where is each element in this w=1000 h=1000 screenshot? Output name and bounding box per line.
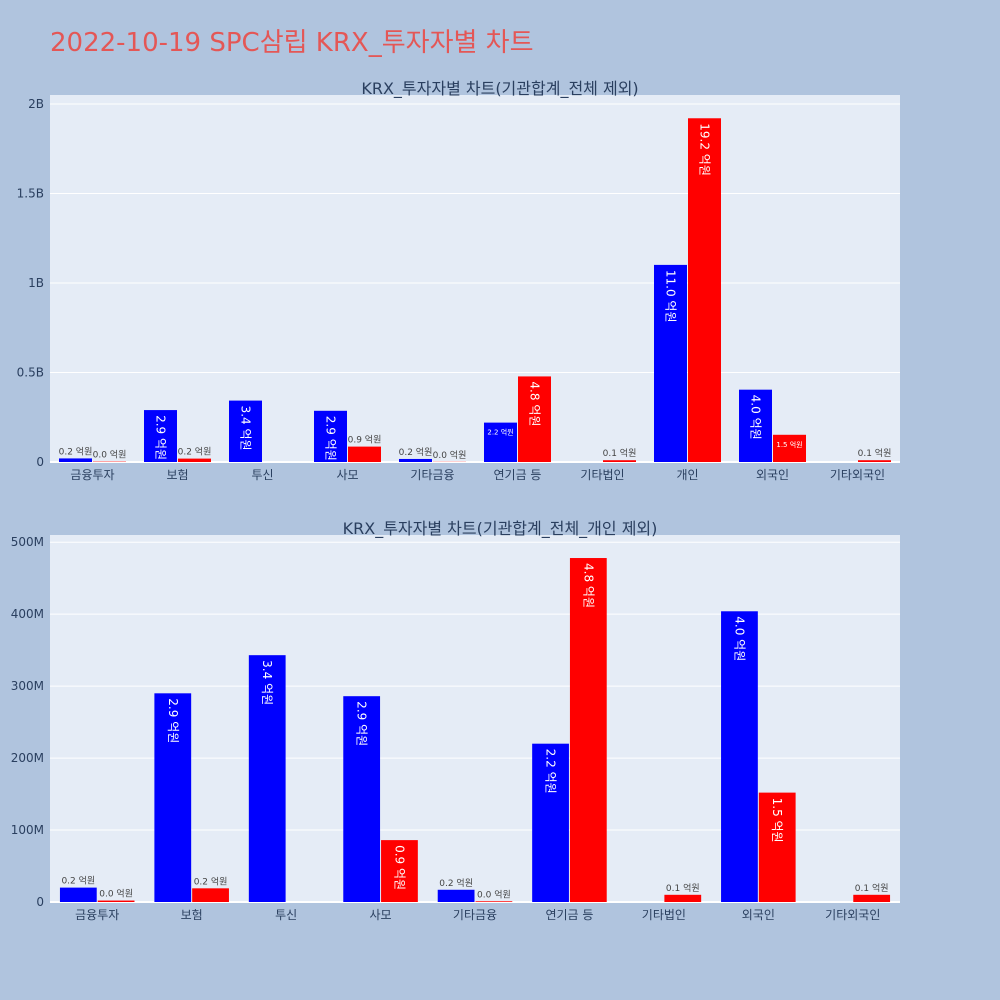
bar <box>518 376 551 462</box>
bar-data-label: 11.0 억원 <box>664 270 678 323</box>
x-tick-label: 기타법인 <box>642 908 686 922</box>
y-tick-label: 1B <box>28 276 44 290</box>
bar <box>654 264 687 462</box>
bar-data-label: 0.1 억원 <box>858 447 892 459</box>
bar <box>314 410 347 462</box>
x-tick-label: 사모 <box>370 908 392 922</box>
x-tick-label: 보험 <box>166 468 188 482</box>
bar-data-label: 2.9 억원 <box>166 698 180 743</box>
bar <box>192 888 229 902</box>
chart-title: KRX_투자자별 차트(기관합계_전체 제외) <box>361 79 638 99</box>
bar-data-label: 0.9 억원 <box>348 434 382 446</box>
bar <box>381 840 418 902</box>
bar-data-label: 1.5 억원 <box>770 798 784 843</box>
bar-data-label: 0.2 억원 <box>399 446 433 458</box>
bar <box>399 458 432 462</box>
y-tick-label: 400M <box>11 607 44 621</box>
bar <box>248 655 286 902</box>
bar <box>721 611 758 902</box>
bar <box>343 696 381 902</box>
bar <box>59 458 92 462</box>
chart-top: 0 0.5B 1B 1.5B 2B KRX_투자자별 차트(기관합계_전체 제외) 금융투자… <box>17 79 900 482</box>
bar <box>475 901 513 902</box>
bar-data-label: 2.9 억원 <box>355 701 369 746</box>
bar-data-label: 1.5 억원 <box>776 440 802 449</box>
x-tick-label: 외국인 <box>756 468 789 482</box>
x-tick-label: 금융투자 <box>70 468 114 482</box>
y-tick-label: 300M <box>11 679 44 693</box>
bar-data-label: 0.2 억원 <box>61 875 95 887</box>
bar-data-label: 0.1 억원 <box>603 447 637 459</box>
x-tick-label: 기타외국인 <box>830 468 885 482</box>
x-tick-label: 개인 <box>676 468 698 482</box>
x-tick-label: 사모 <box>336 468 358 482</box>
y-tick-label: 0.5B <box>17 365 44 379</box>
bar-data-label: 2.9 억원 <box>154 415 168 460</box>
x-tick-label: 투신 <box>251 468 273 482</box>
bar-data-label: 3.4 억원 <box>239 406 253 451</box>
bar <box>484 422 517 462</box>
bar-data-label: 4.8 억원 <box>528 381 542 426</box>
bar <box>532 743 569 902</box>
bar-data-label: 19.2 억원 <box>698 123 712 176</box>
plot-area <box>50 535 900 902</box>
bar-data-label: 0.2 억원 <box>439 877 473 889</box>
x-tick-label: 투신 <box>275 908 297 922</box>
x-tick-label: 보험 <box>181 908 203 922</box>
page-title: 2022-10-19 SPC삼립 KRX_투자자별 차트 <box>50 28 534 58</box>
x-tick-label: 연기금 등 <box>494 468 542 482</box>
bar <box>154 693 192 902</box>
bar-data-label: 0.1 억원 <box>666 882 700 894</box>
bar-data-label: 0.2 억원 <box>59 445 93 457</box>
bar <box>739 389 772 462</box>
bar <box>688 118 721 463</box>
bar-data-label: 2.9 억원 <box>324 416 338 461</box>
bar-data-label: 0.2 억원 <box>178 446 212 458</box>
x-tick-label: 기타법인 <box>580 468 624 482</box>
bar <box>229 400 262 462</box>
bar-data-label: 2.2 억원 <box>487 428 513 437</box>
bar <box>348 446 381 462</box>
y-tick-label: 2B <box>28 97 44 111</box>
bar-data-label: 2.2 억원 <box>544 749 558 794</box>
bar-data-label: 0.0 억원 <box>99 888 133 900</box>
bar <box>758 792 796 902</box>
bar <box>97 900 135 902</box>
x-tick-label: 기타금융 <box>410 468 454 482</box>
bar-data-label: 0.0 억원 <box>433 449 467 461</box>
chart-bottom: 0 100M 200M 300M 400M 500M KRX_투자자별 차트(기관합계_전체… <box>11 519 900 922</box>
x-tick-label: 외국인 <box>742 908 775 922</box>
bar-data-label: 3.4 억원 <box>260 660 274 705</box>
bar <box>569 558 607 902</box>
y-tick-label: 500M <box>11 535 44 549</box>
bar-data-label: 0.0 억원 <box>93 449 127 461</box>
bar <box>858 460 891 462</box>
bar <box>664 894 702 902</box>
plot-area <box>50 95 900 462</box>
bar-data-label: 0.2 억원 <box>194 875 228 887</box>
bar <box>603 460 636 462</box>
bar <box>59 887 97 902</box>
bar-data-label: 0.0 억원 <box>477 888 511 900</box>
y-tick-label: 0 <box>36 895 44 909</box>
y-tick-label: 100M <box>11 823 44 837</box>
x-tick-label: 연기금 등 <box>545 908 593 922</box>
y-tick-label: 200M <box>11 751 44 765</box>
bar-data-label: 4.0 억원 <box>732 616 746 661</box>
bar <box>853 894 891 902</box>
y-tick-label: 0 <box>36 455 44 469</box>
x-tick-label: 기타외국인 <box>825 908 880 922</box>
bar <box>178 458 211 462</box>
bar <box>144 410 177 462</box>
bar <box>773 434 806 462</box>
x-tick-label: 금융투자 <box>75 908 119 922</box>
bar-data-label: 4.0 억원 <box>749 395 763 440</box>
bar-data-label: 0.9 억원 <box>392 845 406 890</box>
bar-data-label: 4.8 억원 <box>581 563 595 608</box>
x-tick-label: 기타금융 <box>453 908 497 922</box>
y-tick-label: 1.5B <box>17 186 44 200</box>
bar-data-label: 0.1 억원 <box>855 882 889 894</box>
chart-title: KRX_투자자별 차트(기관합계_전체_개인 제외) <box>343 519 658 539</box>
bar <box>437 889 475 902</box>
